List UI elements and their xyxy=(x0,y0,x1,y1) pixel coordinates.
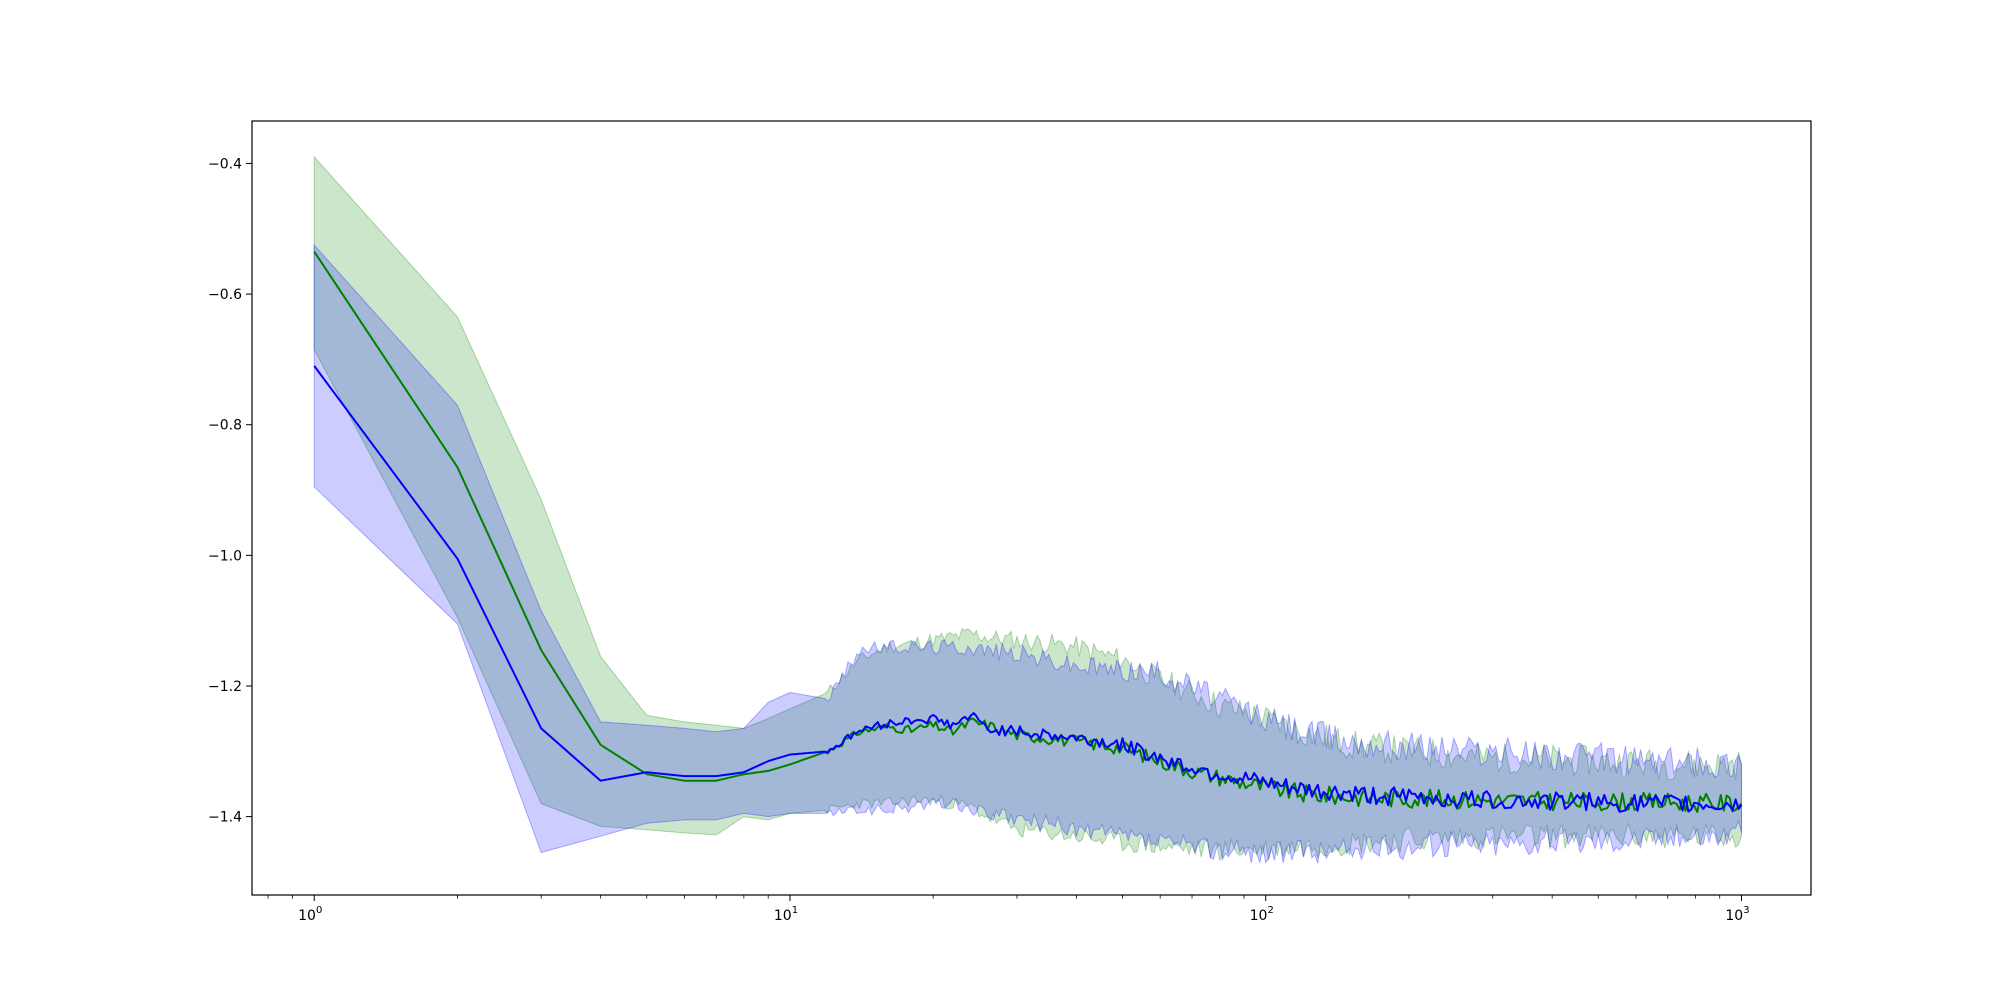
series-lines xyxy=(313,251,1743,813)
line-series-2 xyxy=(313,365,1743,813)
line-series-1 xyxy=(313,251,1743,813)
y-tick-label: −0.4 xyxy=(208,156,242,172)
y-tick-label: −0.6 xyxy=(208,287,242,303)
x-tick-label: 102 xyxy=(1250,905,1274,924)
x-tick-label: 101 xyxy=(774,905,798,924)
confidence-bands xyxy=(313,155,1742,865)
x-tick-label: 103 xyxy=(1725,905,1749,924)
band-series-2 xyxy=(313,243,1742,865)
y-tick-label: −1.4 xyxy=(208,810,242,826)
x-tick-label: 100 xyxy=(298,905,322,924)
band-series-1 xyxy=(313,155,1742,862)
y-tick-label: −1.0 xyxy=(208,548,242,564)
axes: −0.4 −0.6 −0.8 −1.0 −1.2 −1.4 100 101 102 103 xyxy=(208,120,1812,924)
y-tick-label: −0.8 xyxy=(208,418,242,434)
y-tick-label: −1.2 xyxy=(208,679,242,695)
plot-frame xyxy=(251,120,1812,896)
